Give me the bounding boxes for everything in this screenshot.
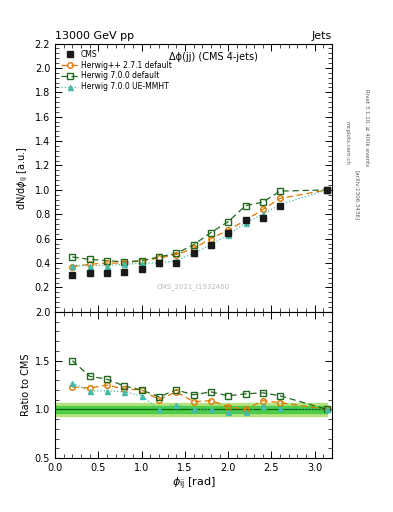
Text: 13000 GeV pp: 13000 GeV pp — [55, 31, 134, 41]
Legend: CMS, Herwig++ 2.7.1 default, Herwig 7.0.0 default, Herwig 7.0.0 UE-MMHT: CMS, Herwig++ 2.7.1 default, Herwig 7.0.… — [59, 47, 174, 94]
Text: Jets: Jets — [312, 31, 332, 41]
Text: mcplots.cern.ch: mcplots.cern.ch — [345, 121, 350, 165]
Text: CMS_2021_I1932460: CMS_2021_I1932460 — [157, 284, 230, 290]
Y-axis label: Ratio to CMS: Ratio to CMS — [20, 354, 31, 416]
Text: Δϕ(jj) (CMS 4-jets): Δϕ(jj) (CMS 4-jets) — [169, 52, 257, 61]
Text: [arXiv:1306.3436]: [arXiv:1306.3436] — [354, 169, 360, 220]
Text: Rivet 3.1.10, ≥ 400k events: Rivet 3.1.10, ≥ 400k events — [364, 90, 369, 166]
Y-axis label: dN/d$\phi_{\rm ij}$ [a.u.]: dN/d$\phi_{\rm ij}$ [a.u.] — [16, 146, 31, 209]
X-axis label: $\phi_{\rm ij}$ [rad]: $\phi_{\rm ij}$ [rad] — [172, 476, 215, 492]
